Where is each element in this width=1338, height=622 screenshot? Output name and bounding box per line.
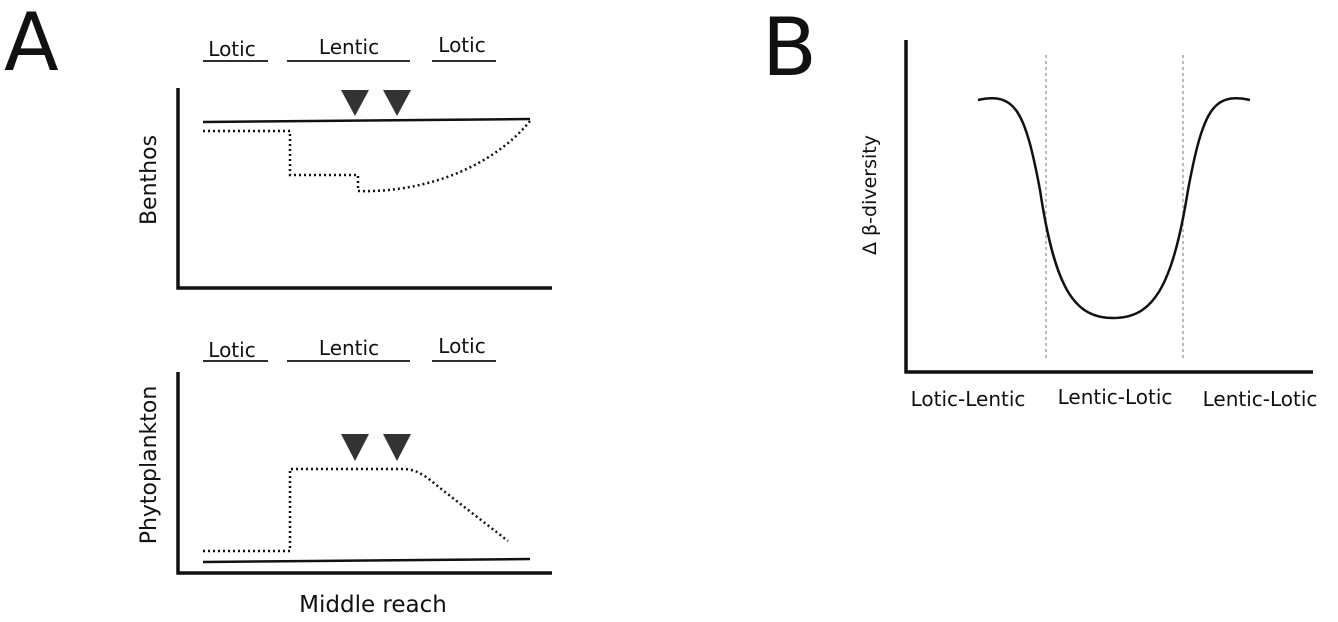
zone-label: Lentic [319,35,379,59]
triangle-markers [341,90,411,116]
dotted-line [203,120,531,193]
zone-label: Lotic [438,334,485,358]
dotted-line [203,467,509,553]
panel-label: B [762,1,817,94]
panel-label: A [4,0,59,89]
x-label: Lentic-Lotic [1058,385,1173,409]
solid-line [202,557,531,564]
x-label: Middle reach [299,592,447,618]
axis [176,88,552,290]
triangle-markers [341,434,411,461]
curve [977,97,1251,320]
zone-label: Lentic [319,336,379,360]
zone-label: Lotic [208,338,255,362]
zone-label: Lotic [438,33,485,57]
y-label: Benthos [137,135,162,225]
x-label: Lotic-Lentic [911,387,1026,411]
zone-label: Lotic [208,37,255,61]
solid-line [202,117,531,124]
axis [176,372,552,575]
y-label: Phytoplankton [137,386,162,545]
y-label: Δ β-diversity [859,135,881,255]
axis [904,40,1313,374]
x-label: Lentic-Lotic [1203,387,1318,411]
